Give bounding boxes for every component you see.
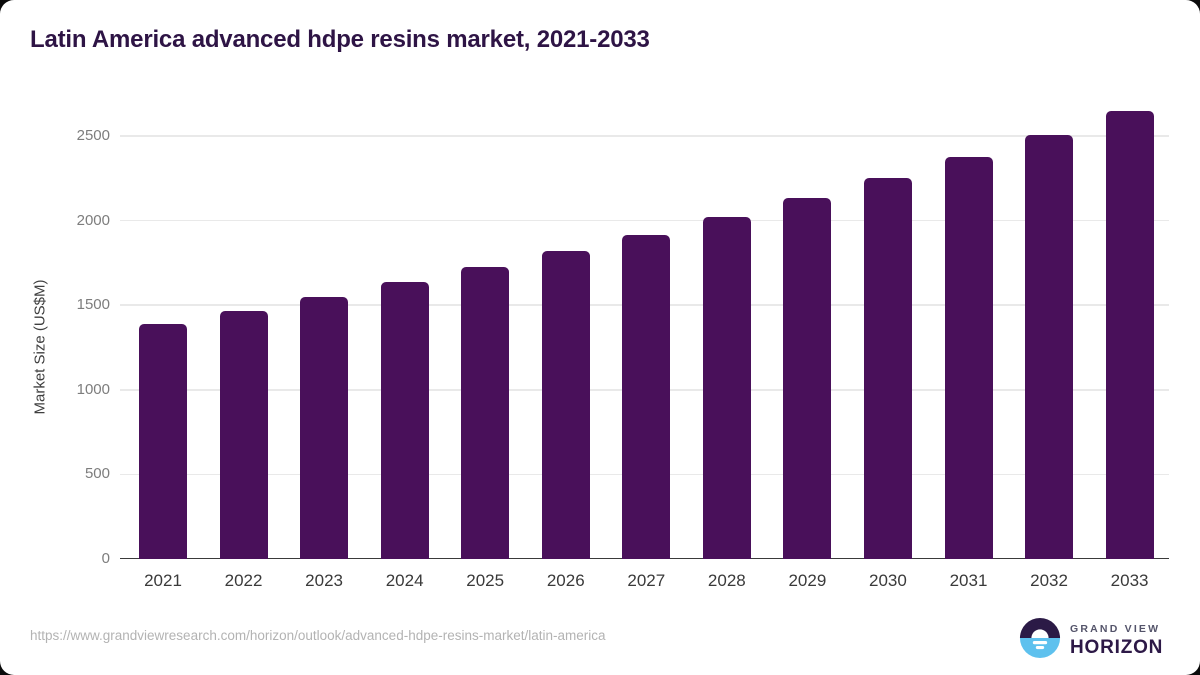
brand-logo: GRAND VIEW HORIZON <box>1019 617 1163 664</box>
bar-2024 <box>380 282 429 559</box>
y-tick-label-1000: 1000 <box>76 380 110 398</box>
bar-2026 <box>541 251 590 559</box>
chart-title: Latin America advanced hdpe resins marke… <box>30 26 650 53</box>
x-tick-label-2021: 2021 <box>144 571 182 590</box>
bar-2028 <box>702 217 751 559</box>
gridline-2500 <box>120 135 1169 137</box>
x-tick-label-2022: 2022 <box>224 571 263 590</box>
x-tick-label-2024: 2024 <box>385 571 424 590</box>
x-tick-label-2026: 2026 <box>546 571 585 590</box>
x-tick-label-2030: 2030 <box>869 571 907 590</box>
bar-2022 <box>219 310 268 559</box>
x-tick-label-2028: 2028 <box>707 571 746 590</box>
y-tick-label-0: 0 <box>101 550 110 567</box>
brand-wordmark: GRAND VIEW HORIZON <box>1070 624 1163 657</box>
brand-name-grand-view: GRAND VIEW <box>1070 623 1161 636</box>
source-url: https://www.grandviewresearch.com/horizo… <box>30 628 606 643</box>
y-tick-label-2000: 2000 <box>76 211 110 229</box>
gridline-2000 <box>120 219 1169 222</box>
x-tick-label-2023: 2023 <box>305 571 343 590</box>
horizon-sun-circle-icon <box>1019 617 1061 664</box>
bar-2031 <box>944 157 993 559</box>
x-tick-label-2032: 2032 <box>1030 571 1068 590</box>
brand-name-horizon: HORIZON <box>1070 636 1164 658</box>
bar-2025 <box>461 267 510 559</box>
bar-2023 <box>300 296 349 559</box>
y-tick-label-500: 500 <box>84 465 110 483</box>
bar-2021 <box>139 323 187 559</box>
y-tick-label-2500: 2500 <box>76 127 110 144</box>
bar-2033 <box>1105 111 1154 559</box>
x-tick-label-2033: 2033 <box>1110 571 1149 590</box>
bar-2030 <box>863 177 912 559</box>
x-tick-label-2027: 2027 <box>627 571 666 590</box>
y-tick-label-1500: 1500 <box>76 296 110 314</box>
bar-2032 <box>1025 135 1074 559</box>
x-tick-label-2031: 2031 <box>949 571 988 590</box>
x-tick-label-2029: 2029 <box>788 571 827 590</box>
x-tick-label-2025: 2025 <box>466 571 505 590</box>
bar-2029 <box>783 198 832 559</box>
bar-2027 <box>622 234 671 559</box>
